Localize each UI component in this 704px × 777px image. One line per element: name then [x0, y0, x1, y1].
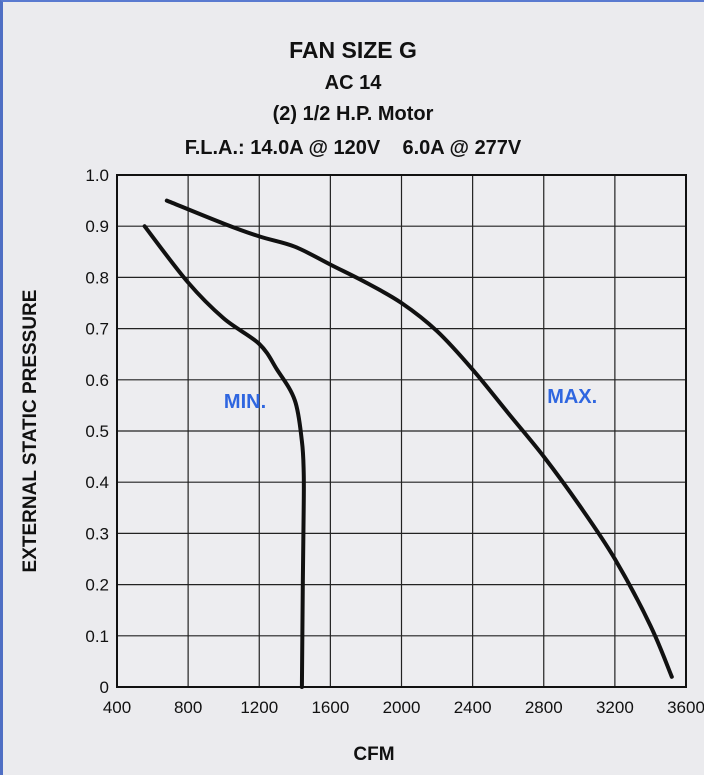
chart-subtitle-model: AC 14: [325, 72, 383, 94]
series-label-min: MIN.: [224, 391, 266, 413]
x-tick-labels: 400 800 1200 1600 2000 2400 2800 3200 3600: [103, 698, 704, 717]
y-tick-label: 0.9: [85, 217, 109, 236]
y-tick-label: 0.7: [85, 320, 109, 339]
fan-curve-chart: FAN SIZE G AC 14 (2) 1/2 H.P. Motor F.L.…: [20, 37, 704, 765]
x-tick-label: 2000: [383, 698, 421, 717]
y-tick-label: 0.1: [85, 627, 109, 646]
x-tick-label: 1200: [240, 698, 278, 717]
x-tick-label: 2800: [525, 698, 563, 717]
chart-title-group: FAN SIZE G AC 14 (2) 1/2 H.P. Motor F.L.…: [185, 37, 522, 159]
y-tick-label: 0.2: [85, 576, 109, 595]
y-tick-label: 0.3: [85, 524, 109, 543]
series-label-max: MAX.: [547, 386, 597, 408]
x-tick-label: 2400: [454, 698, 492, 717]
y-tick-label: 0.4: [85, 473, 109, 492]
y-tick-labels: 0 0.1 0.2 0.3 0.4 0.5 0.6 0.7 0.8 0.9 1.0: [85, 166, 109, 697]
y-tick-label: 0.5: [85, 422, 109, 441]
y-tick-label: 0.6: [85, 371, 109, 390]
y-axis-title: EXTERNAL STATIC PRESSURE: [20, 290, 41, 573]
x-axis-title: CFM: [353, 744, 394, 765]
chart-subtitle-motor: (2) 1/2 H.P. Motor: [273, 103, 434, 125]
x-tick-label: 400: [103, 698, 131, 717]
y-tick-label: 1.0: [85, 166, 109, 185]
x-tick-label: 1600: [311, 698, 349, 717]
chart-title: FAN SIZE G: [289, 37, 417, 63]
y-tick-label: 0.8: [85, 268, 109, 287]
x-tick-label: 800: [174, 698, 202, 717]
series-line-min: [142, 224, 306, 689]
x-tick-label: 3200: [596, 698, 634, 717]
chart-subtitle-fla: F.L.A.: 14.0A @ 120V 6.0A @ 277V: [185, 137, 522, 159]
series-line-max: [164, 198, 674, 679]
series-labels: MIN. MAX.: [224, 386, 597, 413]
x-tick-label: 3600: [667, 698, 704, 717]
plot-area-border: [116, 174, 687, 688]
series-lines: [142, 198, 674, 689]
y-tick-label: 0: [100, 678, 109, 697]
